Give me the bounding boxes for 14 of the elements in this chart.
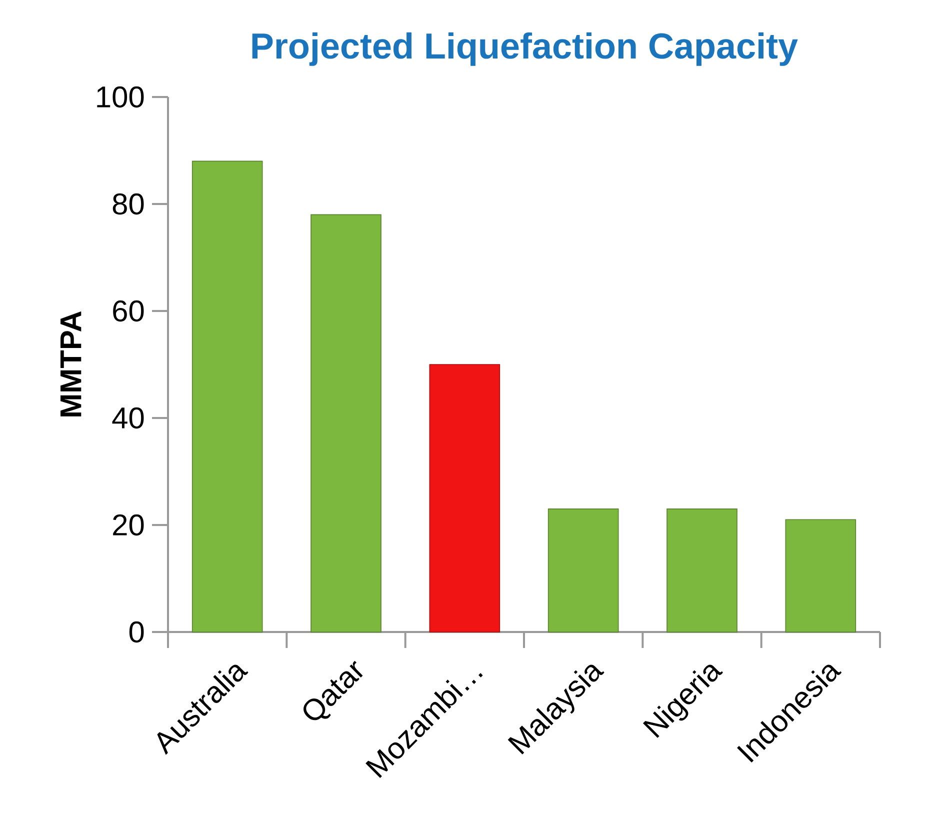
bar — [429, 364, 500, 632]
bar — [785, 519, 856, 632]
bar — [548, 508, 619, 632]
y-tick-label: 60 — [113, 300, 144, 322]
bar — [666, 508, 738, 632]
y-tick-label: 40 — [112, 407, 144, 429]
y-axis-title: MMTPA — [60, 311, 82, 416]
y-tick-label: 80 — [112, 193, 144, 215]
bar — [192, 160, 263, 632]
bar — [310, 214, 382, 632]
y-tick-label: 0 — [129, 621, 144, 643]
chart-title: Projected Liquefaction Capacity — [252, 32, 798, 66]
y-tick-label: 100 — [97, 86, 144, 108]
y-tick-label: 20 — [113, 514, 144, 536]
